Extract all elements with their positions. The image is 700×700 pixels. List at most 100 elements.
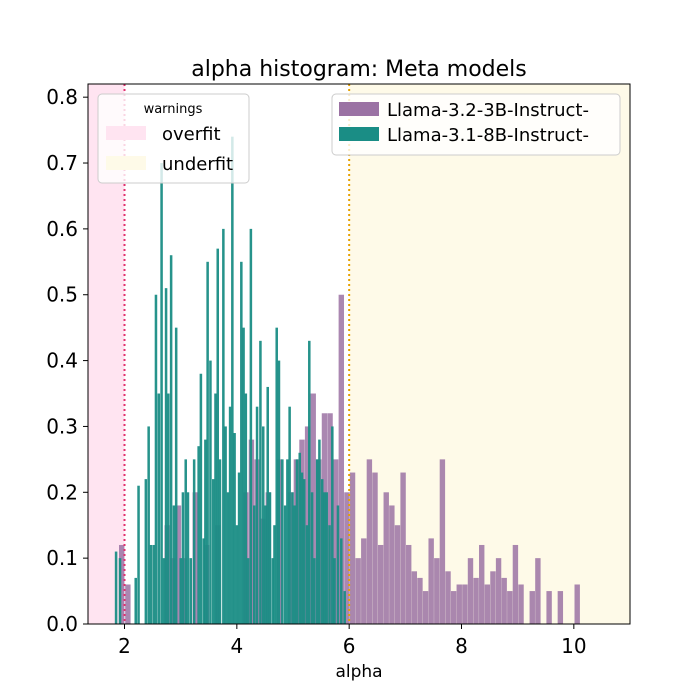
x-tick-label: 8 (455, 634, 468, 658)
histogram-bar (295, 459, 299, 624)
histogram-bar (160, 163, 163, 624)
x-axis-title: alpha (335, 662, 382, 682)
histogram-bar (114, 551, 118, 624)
llama-3-1-8b-swatch (339, 127, 379, 141)
histogram-bar (332, 459, 339, 624)
y-tick-label: 0.4 (46, 349, 78, 373)
histogram-bar (512, 544, 519, 624)
histogram-bar (202, 538, 205, 624)
histogram-bar (310, 492, 314, 624)
histogram-bar (428, 538, 434, 624)
histogram-bar (255, 406, 259, 624)
histogram-bar (261, 426, 265, 624)
underfit-label: underfit (162, 154, 233, 175)
histogram-bar (320, 479, 324, 624)
chart-title: alpha histogram: Meta models (191, 57, 527, 82)
histogram-bar (192, 459, 196, 624)
histogram-bar (277, 360, 281, 624)
llama-3-2-3b-label: Llama-3.2-3B-Instruct- (387, 100, 589, 121)
llama-3-1-8b-label: Llama-3.1-8B-Instruct- (387, 125, 589, 146)
histogram-bar (259, 340, 262, 624)
histogram-bar (417, 577, 423, 624)
histogram-bar (305, 525, 309, 624)
histogram-bar (266, 386, 269, 624)
histogram-bar (325, 492, 328, 624)
histogram-bar (283, 505, 287, 624)
histogram-bar (343, 591, 346, 624)
histogram-bar (237, 472, 241, 624)
histogram-bar (450, 591, 457, 624)
histogram-bar (169, 255, 173, 624)
histogram-bar (209, 360, 212, 624)
histogram-bar (300, 472, 304, 624)
histogram-bar (228, 406, 232, 624)
histogram-bar (302, 479, 306, 624)
warnings-legend: warnings overfit underfit (97, 93, 250, 184)
histogram-bar (134, 577, 138, 624)
histogram-bar (439, 459, 446, 624)
histogram-bar (174, 327, 178, 624)
histogram-bar (186, 492, 190, 624)
histogram-bar (529, 591, 535, 624)
histogram-bar (275, 327, 278, 624)
histogram-bar (479, 544, 485, 624)
histogram-bar (355, 558, 361, 624)
histogram-bar (199, 373, 203, 624)
histogram-bar (222, 228, 225, 624)
histogram-bar (383, 492, 389, 624)
histogram-bar (315, 459, 319, 624)
histogram-bar (331, 426, 334, 624)
y-tick-label: 0.5 (46, 283, 78, 307)
histogram-bar (377, 544, 384, 624)
histogram-bar (167, 393, 170, 624)
histogram-bar (338, 294, 345, 624)
histogram-bar (490, 571, 496, 624)
histogram-bar (372, 472, 378, 624)
histogram-bar (328, 525, 331, 624)
histogram-bar (175, 505, 182, 624)
histogram-bar (246, 558, 250, 624)
histogram-bar (473, 577, 479, 624)
histogram-bar (291, 492, 294, 624)
histogram-bar (366, 459, 373, 624)
histogram-bar (184, 459, 187, 624)
histogram-bar (154, 294, 158, 624)
histogram-bar (349, 472, 356, 624)
histogram-bar (445, 571, 451, 624)
series-legend-box (331, 93, 621, 156)
histogram-bar (164, 288, 168, 624)
histogram-bar (118, 558, 122, 624)
histogram-bar (298, 452, 302, 624)
histogram-bar (206, 261, 209, 624)
series-llama-3-1-8b-bars (114, 136, 346, 624)
y-axis: 0.0 0.1 0.2 0.3 0.4 0.5 0.6 0.7 0.8 (46, 85, 88, 636)
histogram-bar (179, 558, 182, 624)
underfit-swatch (106, 156, 146, 170)
histogram-bar (216, 248, 220, 624)
histogram-bar (574, 584, 580, 624)
histogram-bar (467, 558, 474, 624)
histogram-bar (233, 433, 236, 624)
histogram-bar (231, 136, 234, 624)
histogram-bar (137, 485, 140, 624)
histogram-bar (394, 525, 401, 624)
histogram-bar (406, 544, 412, 624)
histogram-bar (411, 571, 418, 624)
histogram-bar (434, 558, 440, 624)
histogram-bar (119, 544, 125, 624)
x-axis: 2 4 6 8 10 (118, 624, 587, 658)
histogram-bar (400, 472, 406, 624)
histogram-bar (214, 393, 217, 624)
histogram-bar (218, 459, 222, 624)
histogram-bar (242, 327, 245, 624)
histogram-bar (484, 584, 491, 624)
x-tick-label: 6 (343, 634, 356, 658)
histogram-bar (344, 492, 350, 624)
histogram-bar (462, 584, 468, 624)
histogram-bar (235, 525, 239, 624)
histogram-bar (271, 558, 275, 624)
histogram-bar (336, 505, 340, 624)
x-tick-label: 4 (230, 634, 243, 658)
histogram-bar (456, 584, 462, 624)
